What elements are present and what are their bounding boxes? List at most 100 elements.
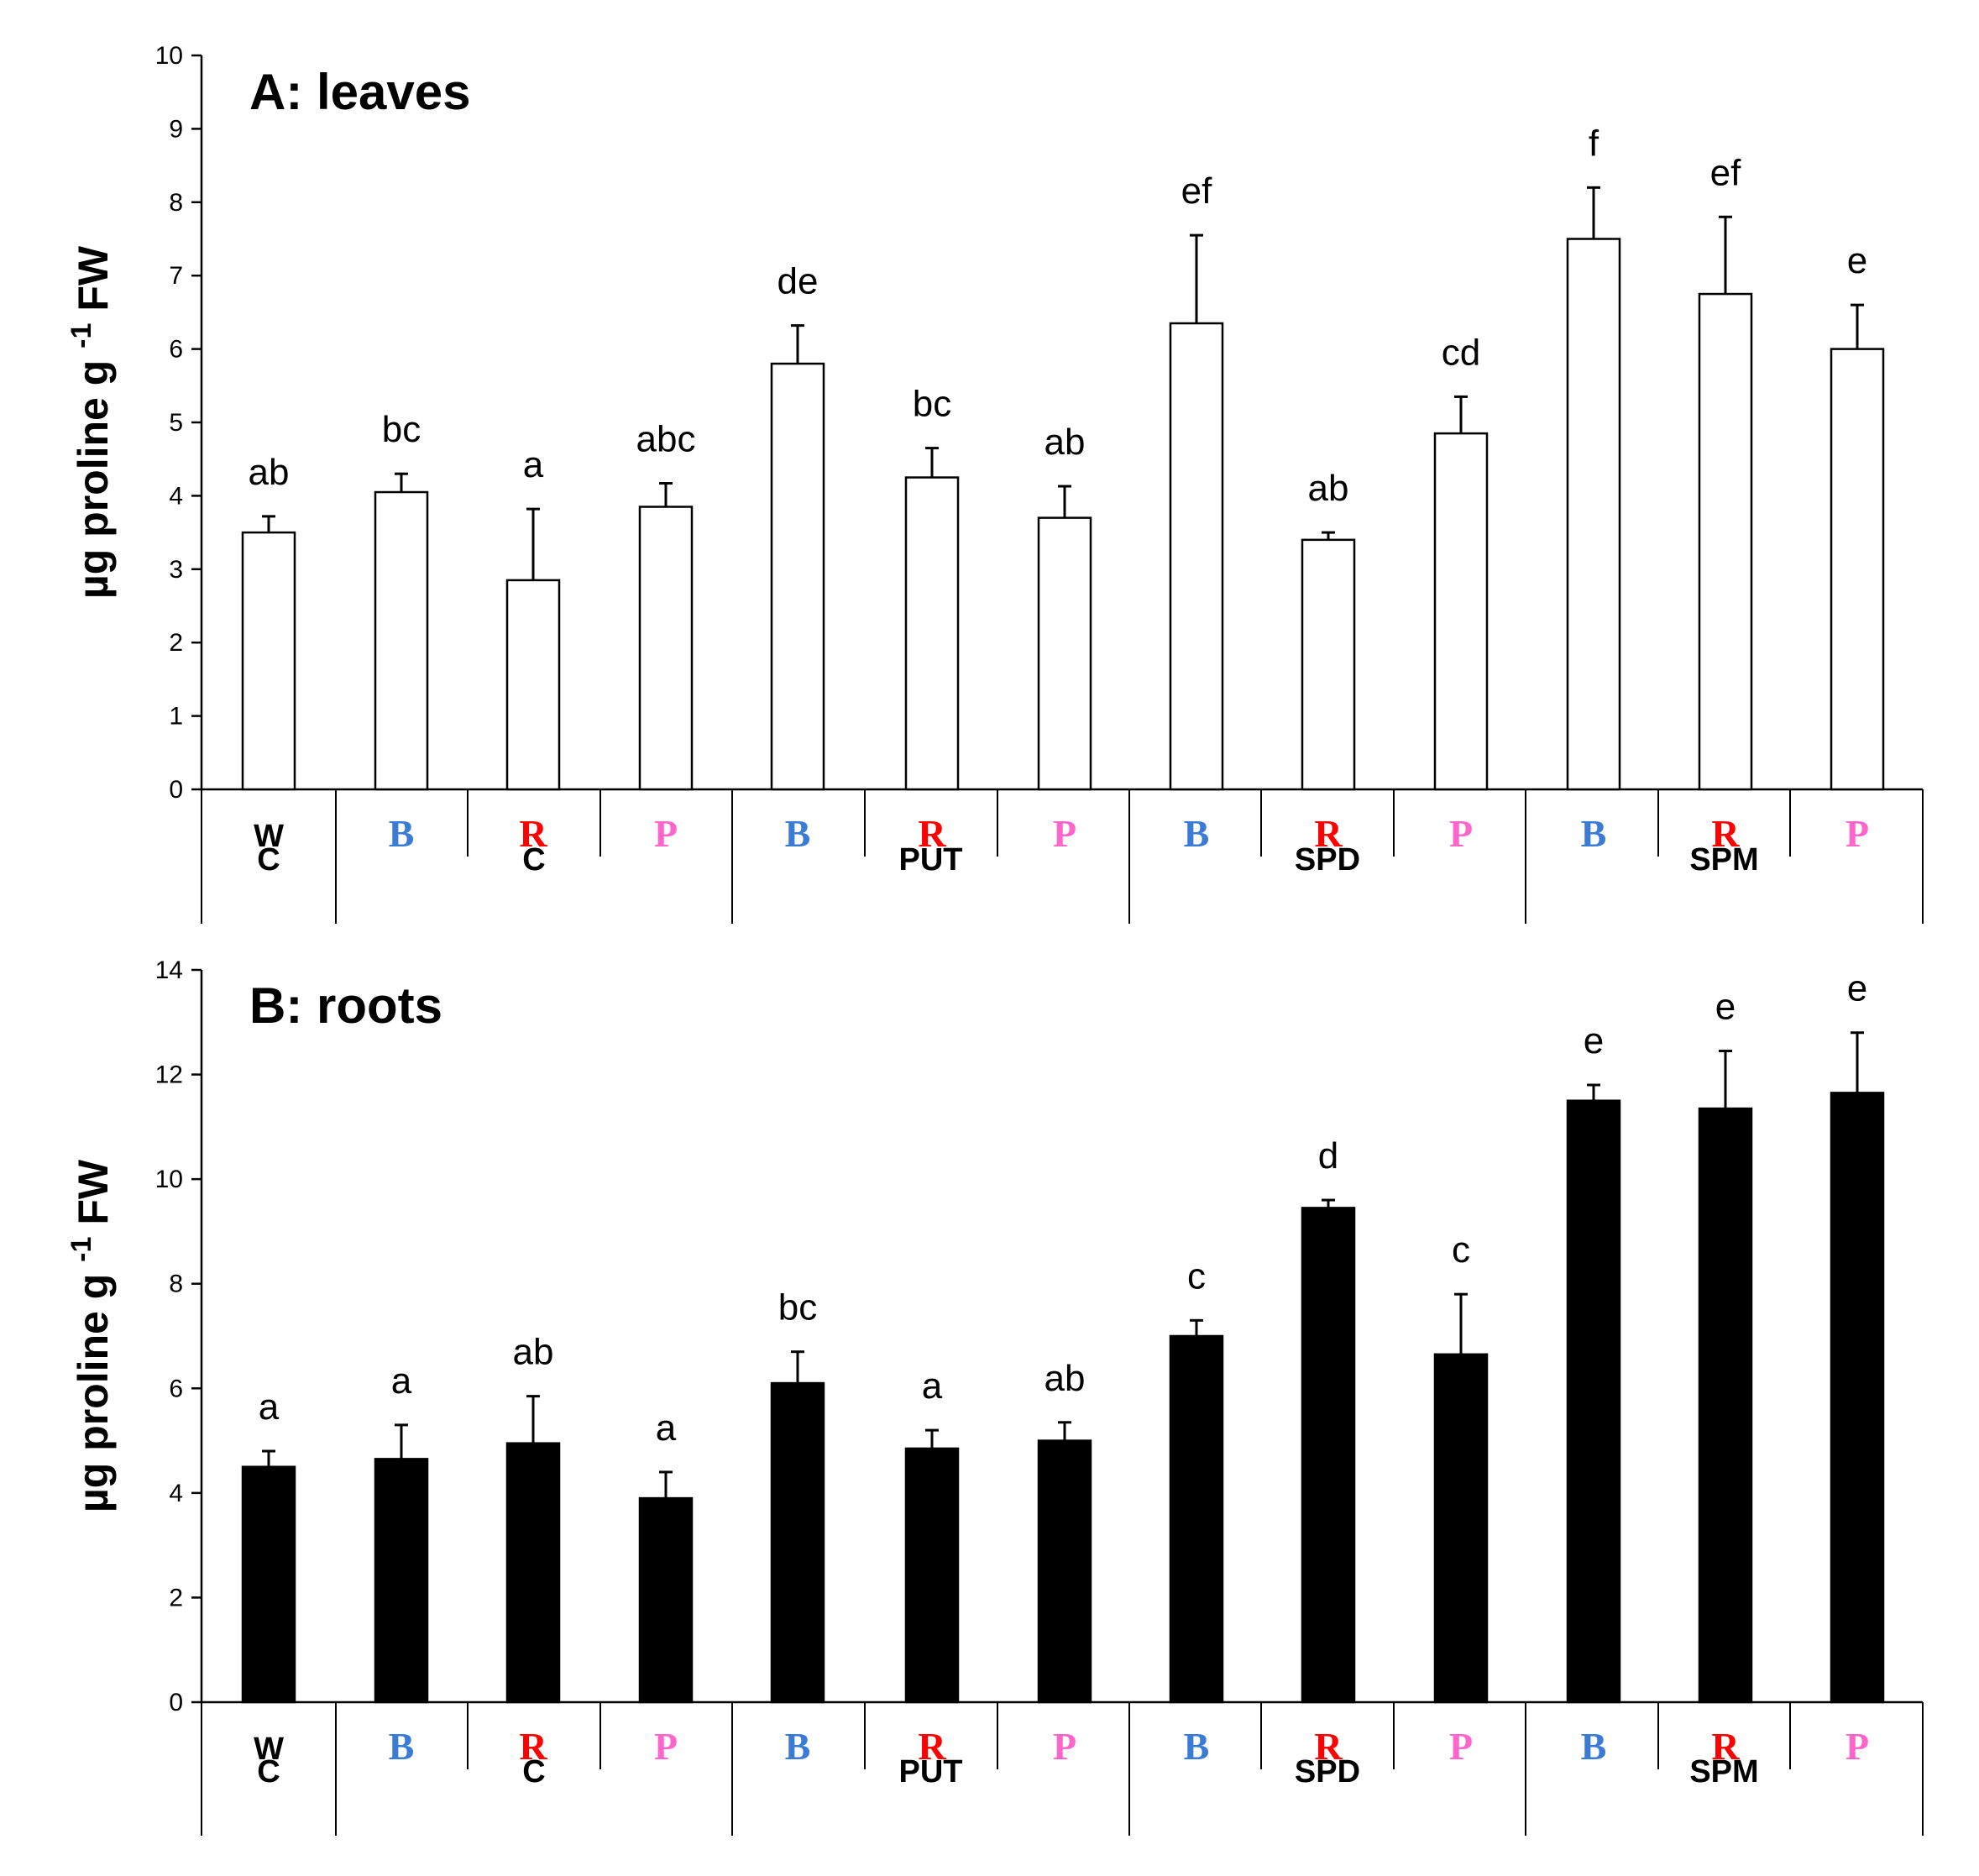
- y-axis-label-unit: FW: [70, 1159, 117, 1236]
- bar: [770, 1381, 825, 1704]
- y-tick-label: 8: [169, 1271, 183, 1298]
- significance-letter: a: [259, 1386, 280, 1428]
- bar: [1169, 322, 1224, 791]
- significance-letter: e: [1715, 987, 1736, 1028]
- significance-letter: bc: [778, 1287, 817, 1328]
- significance-letter: a: [656, 1407, 677, 1449]
- bar: [1830, 1092, 1885, 1704]
- light-label: B: [785, 812, 811, 855]
- light-label: P: [1449, 812, 1473, 855]
- significance-letter: f: [1589, 123, 1599, 164]
- bar: [1169, 1334, 1224, 1704]
- light-label: R: [918, 812, 946, 855]
- bar: [1698, 292, 1753, 791]
- bar: [1566, 238, 1621, 791]
- group-label: SPD: [1295, 842, 1360, 878]
- light-label: W: [254, 819, 284, 854]
- bar: [904, 1447, 960, 1704]
- group-label: C: [257, 842, 280, 878]
- y-axis-label-main: µg proline g: [70, 348, 117, 599]
- y-tick-label: 2: [169, 629, 183, 657]
- bar: [904, 476, 960, 791]
- light-label: P: [654, 812, 678, 855]
- y-tick-label: 4: [169, 1480, 183, 1507]
- significance-letter: ab: [1044, 422, 1086, 463]
- y-tick-label: 5: [169, 409, 183, 437]
- bar: [1698, 1107, 1753, 1704]
- y-tick-label: 8: [169, 189, 183, 217]
- y-axis-label: µg proline g -1 FW: [65, 1159, 117, 1512]
- significance-letter: de: [777, 261, 819, 302]
- y-axis-label-main: µg proline g: [70, 1262, 117, 1512]
- light-label: P: [1845, 1725, 1869, 1768]
- y-tick-label: 14: [155, 956, 183, 984]
- panel-title: A: leaves: [249, 64, 471, 120]
- light-label: B: [389, 1725, 415, 1768]
- group-label: C: [257, 1754, 280, 1790]
- y-tick-label: 10: [155, 1166, 183, 1193]
- panel-title: B: roots: [249, 977, 442, 1034]
- light-label: R: [519, 1725, 547, 1768]
- light-label: P: [1053, 812, 1076, 855]
- light-label: P: [1845, 812, 1869, 855]
- bar: [241, 531, 296, 791]
- y-axis-label-exponent: -1: [65, 323, 97, 348]
- group-label: PUT: [899, 1754, 963, 1790]
- significance-letter: ef: [1181, 170, 1212, 212]
- y-tick-label: 12: [155, 1061, 183, 1089]
- light-label: R: [1314, 1725, 1343, 1768]
- bar: [374, 1458, 429, 1704]
- significance-letter: bc: [913, 384, 951, 425]
- significance-letter: a: [391, 1360, 412, 1402]
- y-tick-label: 10: [155, 42, 183, 70]
- significance-letter: cd: [1442, 332, 1480, 373]
- light-label: R: [1314, 812, 1343, 855]
- significance-letter: c: [1452, 1229, 1470, 1271]
- bar: [1301, 538, 1356, 791]
- significance-letter: ef: [1710, 152, 1741, 193]
- significance-letter: e: [1847, 968, 1867, 1009]
- y-axis-label: µg proline g -1 FW: [65, 245, 117, 599]
- bar: [1566, 1099, 1621, 1704]
- bar: [1301, 1207, 1356, 1704]
- y-tick-label: 1: [169, 703, 183, 731]
- light-label: P: [654, 1725, 678, 1768]
- group-label: PUT: [899, 842, 963, 878]
- significance-letter: ab: [1044, 1358, 1086, 1399]
- light-label: B: [1581, 812, 1607, 855]
- bar: [1830, 348, 1885, 791]
- bar: [638, 1496, 694, 1704]
- y-tick-label: 9: [169, 115, 183, 143]
- y-tick-label: 3: [169, 556, 183, 584]
- significance-letter: ab: [513, 1332, 554, 1373]
- y-tick-label: 2: [169, 1584, 183, 1611]
- bar: [505, 1442, 561, 1704]
- light-label: P: [1449, 1725, 1473, 1768]
- significance-letter: ab: [1308, 468, 1349, 509]
- light-label: B: [1184, 1725, 1210, 1768]
- light-label: R: [918, 1725, 946, 1768]
- bar: [241, 1465, 296, 1704]
- bar: [770, 362, 825, 791]
- bar: [638, 506, 694, 791]
- significance-letter: d: [1318, 1135, 1338, 1176]
- significance-letter: a: [922, 1365, 943, 1407]
- y-axis-label-unit: FW: [70, 245, 117, 322]
- y-tick-label: 4: [169, 482, 183, 510]
- significance-letter: c: [1187, 1255, 1206, 1297]
- bar: [505, 579, 561, 791]
- bar: [1037, 1439, 1092, 1704]
- significance-letter: e: [1584, 1020, 1604, 1061]
- significance-letter: abc: [636, 419, 696, 460]
- panel-0: 0 1 2 3 4 5 6 7 8 9 10 A: leaves µg proline g -1 FW a…: [65, 42, 1924, 924]
- light-label: B: [389, 812, 415, 855]
- light-label: R: [519, 812, 547, 855]
- light-label: P: [1053, 1725, 1076, 1768]
- y-tick-label: 6: [169, 1375, 183, 1402]
- group-label: SPM: [1689, 1754, 1758, 1790]
- light-label: B: [1581, 1725, 1607, 1768]
- significance-letter: e: [1847, 240, 1867, 281]
- y-tick-label: 7: [169, 262, 183, 290]
- group-label: C: [522, 842, 545, 878]
